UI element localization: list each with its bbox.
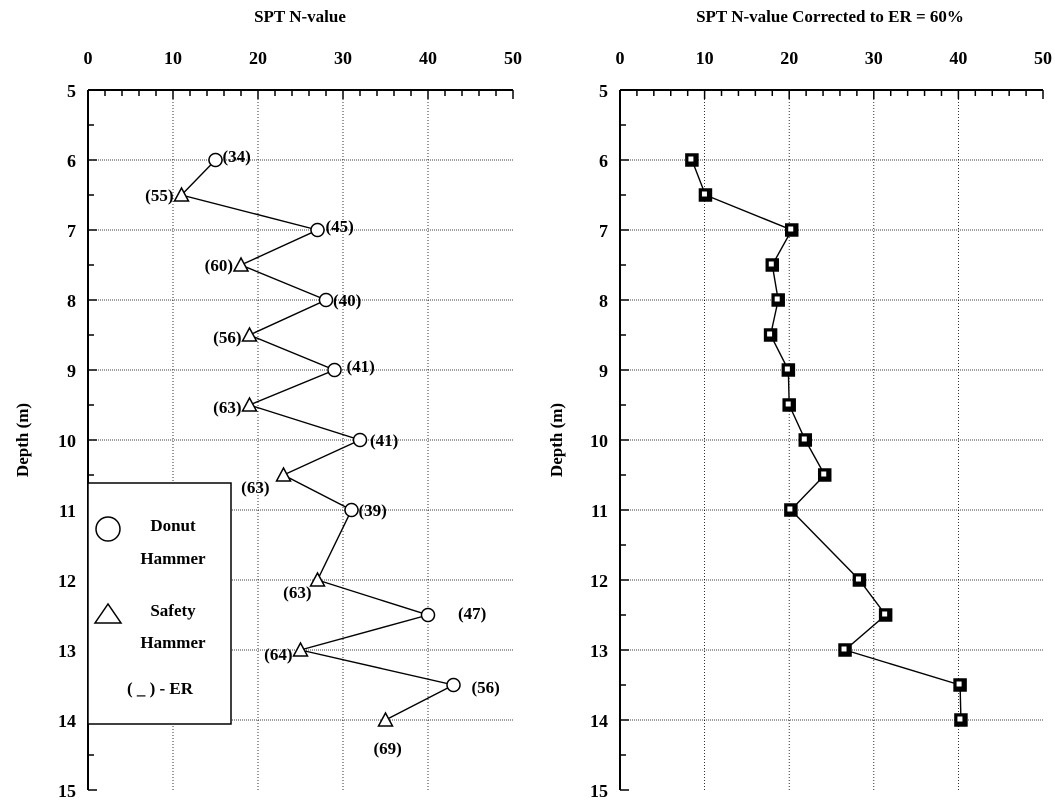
y-tick-label: 12 [58, 571, 76, 591]
data-point-highlight [785, 401, 791, 407]
donut-hammer-point [344, 502, 359, 518]
safety-hammer-point [292, 641, 309, 657]
x-tick-label: 50 [1034, 48, 1052, 68]
y-tick-label: 11 [59, 501, 76, 521]
x-tick-label: 40 [949, 48, 967, 68]
er-annotation: (40) [333, 291, 361, 310]
safety-hammer-point [241, 326, 258, 342]
chart-panel-spt-n-value-corrected: SPT N-value Corrected to ER = 60% 0 10 20 30… [547, 7, 1052, 801]
y-tick-label: 7 [67, 221, 76, 241]
y-tick-label: 8 [599, 291, 608, 311]
y-tick-label: 14 [590, 711, 608, 731]
data-point-highlight [957, 716, 963, 722]
chart-title: SPT N-value [254, 7, 346, 26]
donut-hammer-point [352, 432, 368, 448]
legend-label: Hammer [140, 633, 206, 652]
legend-circle-icon [95, 516, 121, 542]
data-point-highlight [855, 576, 861, 582]
data-point-highlight [841, 646, 847, 652]
er-annotation: (45) [326, 217, 354, 236]
safety-hammer-point [173, 186, 190, 202]
y-tick-label: 9 [599, 361, 608, 381]
y-tick-label: 8 [67, 291, 76, 311]
safety-hammer-point [275, 466, 292, 482]
data-point-highlight [701, 191, 707, 197]
y-tick-label: 5 [599, 81, 608, 101]
data-point-highlight [784, 366, 790, 372]
er-annotation: (56) [213, 328, 241, 347]
donut-hammer-point [446, 677, 461, 693]
chart-title: SPT N-value Corrected to ER = 60% [696, 7, 964, 26]
x-tick-label: 40 [419, 48, 437, 68]
data-point-highlight [788, 226, 794, 232]
y-tick-label: 15 [590, 781, 608, 801]
legend-label: Hammer [140, 549, 206, 568]
er-annotation: (34) [223, 147, 251, 166]
x-tick-label: 20 [249, 48, 267, 68]
er-annotation: (41) [370, 431, 398, 450]
er-annotation: (63) [213, 398, 241, 417]
y-tick-label: 12 [590, 571, 608, 591]
data-point-highlight [801, 436, 807, 442]
er-annotation: (60) [205, 256, 233, 275]
donut-hammer-point [327, 362, 342, 378]
y-tick-label: 10 [58, 431, 76, 451]
er-annotation: (41) [347, 357, 375, 376]
safety-hammer-point [309, 571, 326, 587]
data-point-highlight [821, 471, 827, 477]
y-tick-label: 13 [590, 641, 608, 661]
safety-hammer-point [241, 396, 258, 412]
er-annotation: (63) [283, 583, 311, 602]
legend: Donut Hammer Safety Hammer ( _ ) - ER [87, 482, 232, 725]
x-tick-label: 30 [334, 48, 352, 68]
donut-hammer-point [420, 607, 436, 623]
y-axis-label: Depth (m) [13, 403, 32, 477]
donut-hammer-point [208, 152, 223, 168]
legend-label: Safety [150, 601, 196, 620]
y-tick-label: 13 [58, 641, 76, 661]
y-tick-label: 6 [67, 151, 76, 171]
data-point-highlight [956, 681, 962, 687]
data-point-highlight [767, 331, 773, 337]
donut-hammer-point [318, 292, 334, 308]
er-annotation: (39) [359, 501, 387, 520]
series-line [180, 159, 456, 721]
y-tick-label: 9 [67, 361, 76, 381]
x-tick-label: 50 [504, 48, 522, 68]
y-tick-label: 10 [590, 431, 608, 451]
er-annotation: (47) [458, 604, 486, 623]
series-line [691, 159, 962, 721]
chart-panel-spt-n-value: SPT N-value 0 10 20 30 40 50 5 6 7 8 9 10 11 12 13 14 15 D… [13, 7, 522, 801]
data-point-highlight [882, 611, 888, 617]
safety-hammer-point [377, 711, 394, 727]
x-tick-label: 0 [84, 48, 93, 68]
data-point-highlight [787, 506, 793, 512]
y-tick-label: 15 [58, 781, 76, 801]
er-annotation: (64) [264, 645, 292, 664]
y-tick-label: 14 [58, 711, 76, 731]
er-annotation: (63) [241, 478, 269, 497]
y-tick-label: 5 [67, 81, 76, 101]
x-tick-label: 0 [616, 48, 625, 68]
y-axis-label: Depth (m) [547, 403, 566, 477]
er-annotation: (56) [472, 678, 500, 697]
y-tick-label: 6 [599, 151, 608, 171]
data-point-highlight [768, 261, 774, 267]
x-tick-label: 20 [780, 48, 798, 68]
data-point-highlight [688, 156, 694, 162]
x-tick-label: 10 [696, 48, 714, 68]
x-tick-label: 30 [865, 48, 883, 68]
er-annotation: (55) [145, 186, 173, 205]
y-tick-label: 7 [599, 221, 608, 241]
legend-triangle-icon [93, 602, 123, 624]
donut-hammer-point [310, 222, 325, 238]
y-tick-label: 11 [591, 501, 608, 521]
data-point-highlight [774, 296, 780, 302]
safety-hammer-point [232, 256, 250, 272]
er-annotation: (69) [374, 739, 402, 758]
legend-note: ( _ ) - ER [127, 679, 194, 698]
legend-label: Donut [150, 516, 196, 535]
x-tick-label: 10 [164, 48, 182, 68]
